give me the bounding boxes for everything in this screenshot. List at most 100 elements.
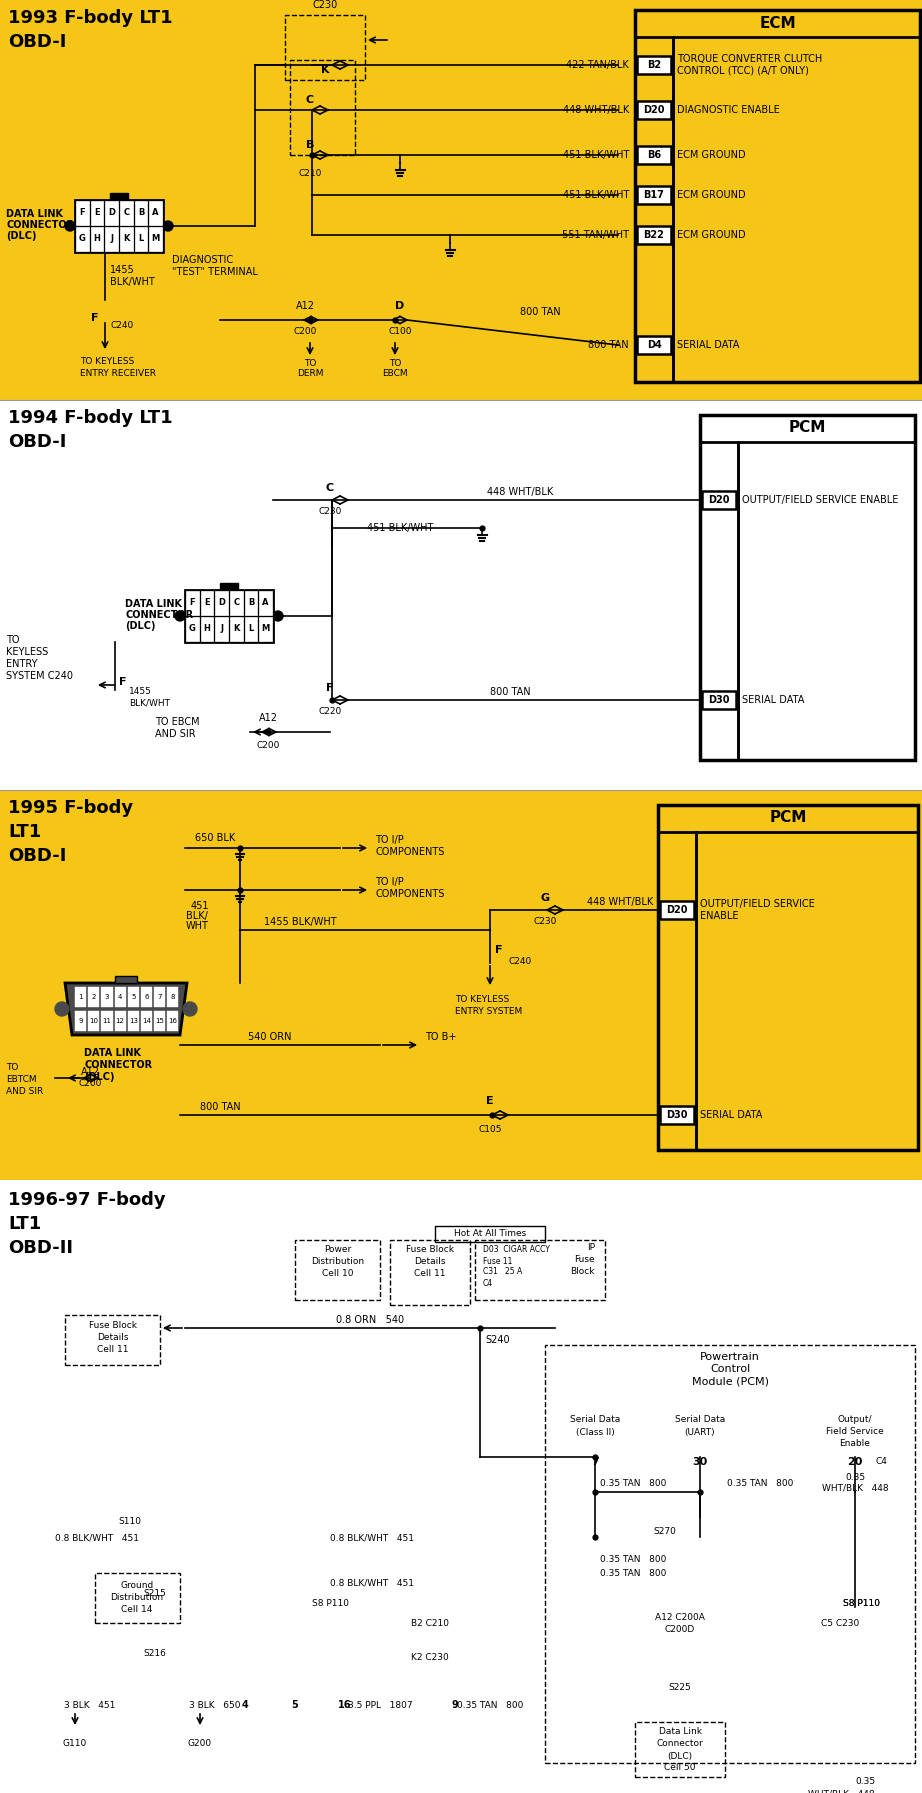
- Text: M: M: [151, 233, 160, 244]
- Text: (Class II): (Class II): [575, 1427, 614, 1436]
- Text: PCM: PCM: [789, 421, 826, 436]
- Bar: [702, 690, 736, 708]
- Text: 451 BLK/WHT: 451 BLK/WHT: [562, 190, 629, 201]
- Bar: [75, 988, 86, 1008]
- Bar: [658, 805, 918, 1149]
- Bar: [89, 988, 100, 1008]
- Bar: [216, 592, 228, 615]
- Bar: [700, 414, 915, 760]
- Text: Module (PCM): Module (PCM): [692, 1375, 769, 1386]
- Bar: [216, 617, 228, 642]
- Text: 451 BLK/WHT: 451 BLK/WHT: [562, 151, 629, 160]
- Text: (DLC): (DLC): [6, 231, 37, 240]
- Text: D20: D20: [708, 495, 729, 506]
- Text: S240: S240: [485, 1336, 510, 1345]
- Text: TO I/P: TO I/P: [375, 877, 404, 888]
- Text: S8 P110: S8 P110: [312, 1599, 349, 1608]
- Text: A12: A12: [295, 301, 314, 310]
- Text: Cell 50: Cell 50: [664, 1764, 696, 1773]
- Bar: [201, 592, 213, 615]
- Text: TORQUE CONVERTER CLUTCH
CONTROL (TCC) (A/T ONLY): TORQUE CONVERTER CLUTCH CONTROL (TCC) (A…: [677, 54, 822, 75]
- Bar: [167, 988, 178, 1008]
- Text: A12 C200A: A12 C200A: [655, 1612, 705, 1621]
- Text: ECM GROUND: ECM GROUND: [677, 190, 746, 201]
- Text: Field Service: Field Service: [826, 1427, 884, 1436]
- Text: 4: 4: [242, 1700, 248, 1711]
- Text: Distribution: Distribution: [111, 1592, 163, 1601]
- Text: 800 TAN: 800 TAN: [490, 687, 530, 697]
- Text: C31   25 A: C31 25 A: [483, 1268, 522, 1277]
- Text: 800 TAN: 800 TAN: [520, 307, 561, 317]
- Bar: [76, 201, 89, 224]
- Text: 14: 14: [142, 1018, 151, 1024]
- Text: J: J: [220, 624, 223, 633]
- Text: 4: 4: [118, 993, 123, 1000]
- Text: 0.8 ORN   540: 0.8 ORN 540: [336, 1314, 404, 1325]
- Bar: [149, 228, 162, 251]
- Text: Block: Block: [571, 1268, 595, 1277]
- Bar: [127, 988, 139, 1008]
- Text: B: B: [306, 140, 314, 151]
- Text: TO KEYLESS: TO KEYLESS: [80, 357, 135, 366]
- Text: F: F: [79, 208, 85, 217]
- Text: BLK/WHT: BLK/WHT: [110, 276, 155, 287]
- Text: 0.35 TAN   800: 0.35 TAN 800: [727, 1479, 793, 1488]
- Text: 0.35 TAN   800: 0.35 TAN 800: [600, 1569, 667, 1578]
- Text: K2 C230: K2 C230: [411, 1653, 449, 1662]
- Bar: [185, 590, 273, 642]
- Circle shape: [55, 1002, 69, 1017]
- Bar: [230, 592, 242, 615]
- Bar: [244, 617, 257, 642]
- Text: 11: 11: [102, 1018, 112, 1024]
- Text: (DLC): (DLC): [125, 620, 156, 631]
- Bar: [244, 592, 257, 615]
- Text: Enable: Enable: [840, 1440, 870, 1449]
- Bar: [702, 491, 736, 509]
- Text: 5: 5: [131, 993, 136, 1000]
- Bar: [135, 201, 148, 224]
- Text: 2: 2: [91, 993, 96, 1000]
- Text: S216: S216: [144, 1648, 167, 1657]
- Text: Output/: Output/: [838, 1415, 872, 1424]
- Bar: [220, 583, 238, 590]
- Text: BLK/WHT: BLK/WHT: [129, 699, 170, 708]
- Text: B17: B17: [644, 190, 665, 201]
- Text: 451 BLK/WHT: 451 BLK/WHT: [367, 524, 433, 533]
- Text: Data Link: Data Link: [658, 1727, 702, 1736]
- Text: WHT/BLK   448: WHT/BLK 448: [809, 1789, 875, 1793]
- Text: OBD-II: OBD-II: [8, 1239, 73, 1257]
- Text: Fuse Block: Fuse Block: [406, 1246, 454, 1255]
- Text: 1994 F-body LT1: 1994 F-body LT1: [8, 409, 172, 427]
- Text: B2: B2: [647, 59, 661, 70]
- Text: 800 TAN: 800 TAN: [588, 341, 629, 350]
- Text: 20: 20: [847, 1458, 863, 1467]
- Bar: [101, 988, 112, 1008]
- Text: D20: D20: [667, 905, 688, 914]
- Bar: [290, 59, 355, 154]
- Bar: [545, 1345, 915, 1763]
- Text: C105: C105: [479, 1124, 502, 1133]
- Bar: [135, 228, 148, 251]
- Bar: [259, 592, 272, 615]
- Bar: [637, 56, 671, 74]
- Bar: [114, 988, 125, 1008]
- Text: (DLC): (DLC): [84, 1072, 114, 1081]
- Text: 9: 9: [78, 1018, 83, 1024]
- Text: C200D: C200D: [665, 1624, 695, 1633]
- Text: 13: 13: [129, 1018, 137, 1024]
- Bar: [635, 11, 920, 382]
- Bar: [115, 975, 137, 983]
- Text: C210: C210: [299, 169, 322, 178]
- Text: C5 C230: C5 C230: [821, 1619, 859, 1628]
- Text: COMPONENTS: COMPONENTS: [375, 889, 444, 898]
- Bar: [0, 400, 922, 791]
- Text: ECM GROUND: ECM GROUND: [677, 151, 746, 160]
- Bar: [637, 226, 671, 244]
- Text: OUTPUT/FIELD SERVICE ENABLE: OUTPUT/FIELD SERVICE ENABLE: [742, 495, 898, 506]
- Bar: [0, 0, 922, 400]
- Text: 3: 3: [105, 993, 109, 1000]
- Text: ENTRY SYSTEM: ENTRY SYSTEM: [455, 1008, 522, 1017]
- Text: F: F: [119, 678, 126, 687]
- Bar: [637, 186, 671, 204]
- Text: DATA LINK: DATA LINK: [6, 210, 63, 219]
